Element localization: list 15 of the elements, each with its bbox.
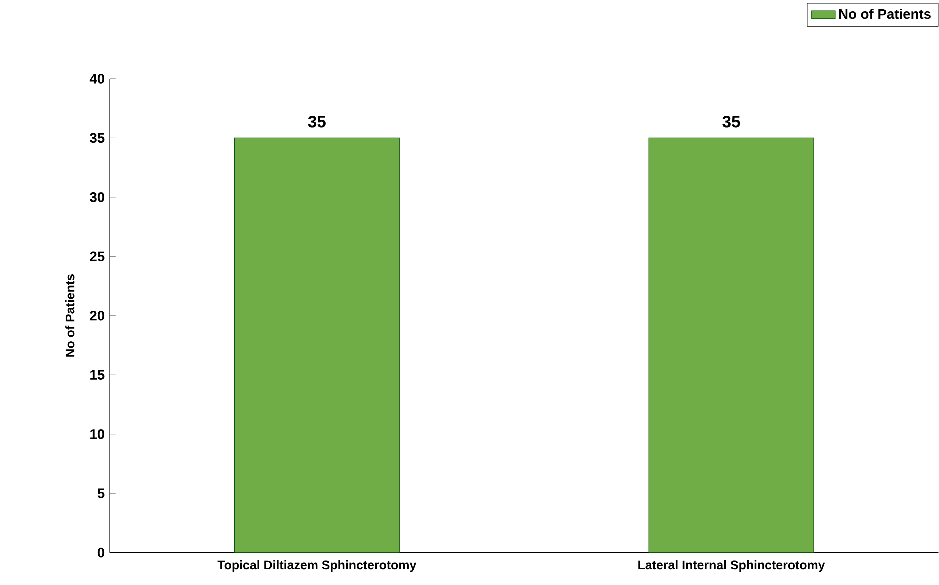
y-tick-label: 15 (90, 370, 105, 380)
y-tick-label: 0 (98, 548, 105, 558)
y-tick-label: 35 (90, 133, 105, 144)
y-axis-title: No of Patients (66, 274, 75, 358)
y-tick-label: 10 (90, 430, 105, 440)
x-tick-label: Lateral Internal Sphincterotomy (638, 560, 826, 572)
data-label: 35 (722, 116, 740, 128)
y-tick-label: 20 (90, 311, 105, 321)
y-tick-label: 40 (90, 74, 105, 84)
legend-label: No of Patients (839, 9, 931, 20)
x-tick-label: Topical Diltiazem Sphincterotomy (218, 560, 417, 572)
y-tick-label: 5 (98, 488, 105, 499)
y-tick-label: 25 (90, 252, 105, 262)
data-label: 35 (308, 116, 326, 128)
y-tick-label: 30 (90, 192, 105, 202)
